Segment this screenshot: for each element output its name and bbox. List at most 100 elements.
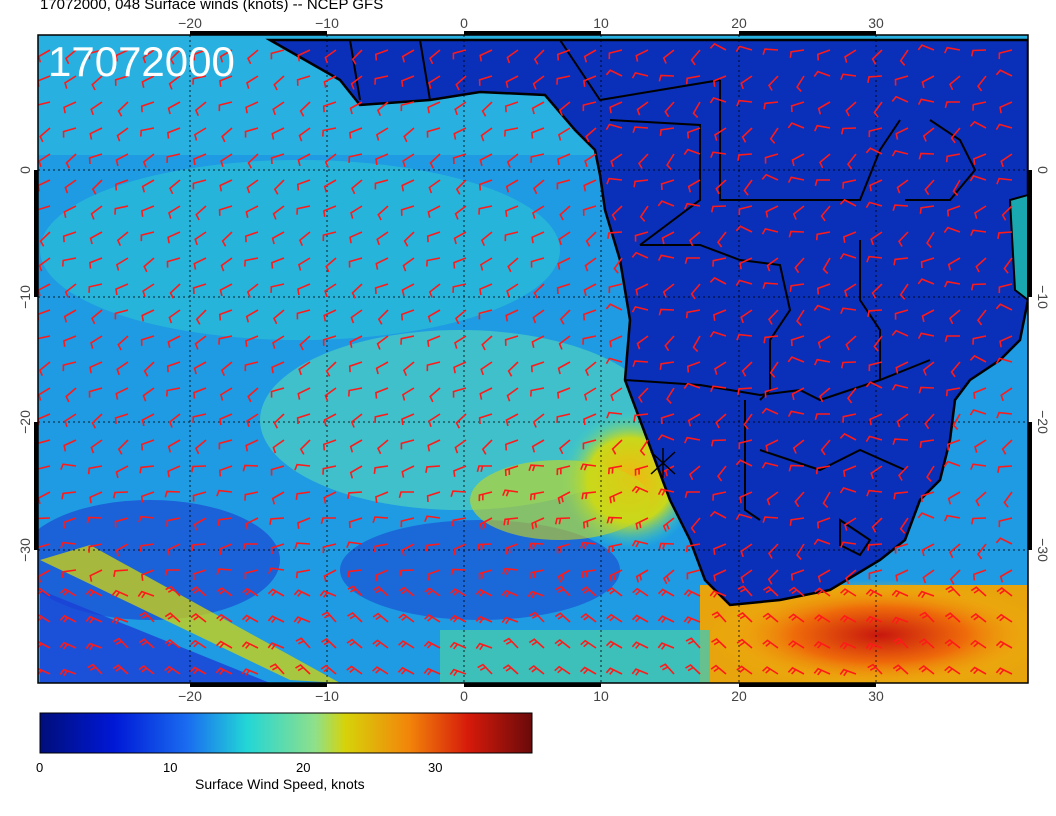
wind-barb (165, 585, 181, 597)
wind-barb (322, 543, 337, 554)
wind-barb (505, 309, 519, 322)
wind-barb (636, 335, 649, 350)
wind-barb (995, 123, 1013, 131)
wind-barb (504, 231, 519, 242)
wind-barb (557, 387, 571, 399)
wind-barb (796, 543, 805, 560)
wind-barb (865, 642, 883, 651)
wind-barb (687, 179, 701, 193)
wind-barb (347, 491, 363, 499)
wind-barb (478, 309, 493, 320)
wind-barb (271, 491, 285, 505)
wind-barb (924, 413, 935, 430)
wind-barb (558, 231, 571, 246)
wind-barb (293, 616, 311, 624)
wind-barb (660, 179, 675, 191)
wind-barb (657, 642, 675, 650)
wind-barb (606, 516, 623, 524)
wind-barb (840, 588, 857, 597)
wind-barb (945, 585, 961, 597)
wind-barb (787, 176, 805, 183)
wind-barb (423, 640, 441, 649)
wind-barb (89, 231, 103, 245)
wind-barb (429, 387, 441, 403)
wind-barb (190, 586, 207, 597)
wind-barb (943, 460, 961, 467)
wind-barb (218, 439, 233, 450)
wind-barb (505, 75, 519, 88)
wind-barb (584, 153, 597, 168)
wind-barb (844, 517, 857, 531)
wind-barb (995, 69, 1013, 77)
wind-barb (713, 75, 727, 87)
wind-barb (528, 542, 545, 550)
wind-barb (684, 491, 700, 499)
wind-barb (271, 127, 285, 140)
wind-barb (867, 663, 883, 675)
wind-barb (64, 413, 77, 428)
wind-barb (167, 231, 181, 244)
wind-barb (193, 127, 207, 141)
wind-barb (401, 465, 415, 478)
wind-barb (138, 638, 155, 649)
wind-barb (507, 361, 519, 377)
wind-barb (995, 640, 1013, 649)
wind-barb (844, 49, 857, 63)
wind-barb (917, 98, 935, 105)
wind-barb (817, 569, 831, 583)
wind-barb (605, 640, 623, 649)
wind-barb (65, 153, 77, 169)
wind-barb (215, 640, 233, 649)
wind-barb (686, 569, 701, 580)
wind-barb (761, 407, 779, 415)
wind-barb (557, 153, 571, 166)
wind-barb (401, 283, 415, 297)
wind-barb (193, 387, 207, 399)
wind-barb (376, 231, 389, 246)
wind-barb (683, 202, 701, 210)
wind-barb (974, 439, 987, 453)
wind-barb (792, 205, 805, 220)
wind-barb (403, 231, 415, 247)
wind-barb (218, 309, 233, 321)
wind-barb (505, 179, 519, 193)
wind-barb (501, 589, 519, 598)
wind-barb (190, 612, 207, 623)
wind-barb (117, 335, 129, 351)
wind-barb (323, 569, 337, 583)
wind-barb (247, 49, 259, 65)
wind-barb (90, 205, 103, 220)
wind-barb (85, 642, 103, 651)
wind-barb (814, 413, 830, 421)
wind-barb (557, 257, 571, 270)
wind-barb (245, 439, 259, 452)
wind-barb (735, 459, 753, 467)
wind-barb (372, 639, 389, 649)
wind-barb (242, 464, 259, 472)
wind-barb (502, 567, 519, 575)
wind-barb (582, 517, 597, 529)
wind-barb (891, 589, 909, 598)
wind-barb (788, 640, 805, 649)
wind-barb (195, 439, 207, 455)
wind-barb (609, 101, 623, 114)
wind-barb (896, 413, 909, 428)
wind-barb (63, 205, 77, 218)
wind-barb (244, 127, 259, 138)
wind-barb (766, 491, 779, 506)
wind-barb (762, 282, 779, 290)
wind-barb (918, 638, 935, 649)
wind-barb (192, 569, 207, 581)
wind-barb (762, 639, 779, 649)
wind-barb (533, 283, 545, 299)
wind-barb (868, 127, 883, 138)
wind-barb (735, 45, 753, 53)
wind-barb (426, 127, 441, 138)
wind-barb (952, 413, 961, 431)
wind-barb (949, 309, 961, 325)
wind-barb (453, 543, 467, 556)
wind-barb (242, 587, 259, 597)
wind-barbs (38, 42, 1013, 677)
wind-barb (894, 75, 909, 86)
wind-barb (943, 514, 961, 522)
